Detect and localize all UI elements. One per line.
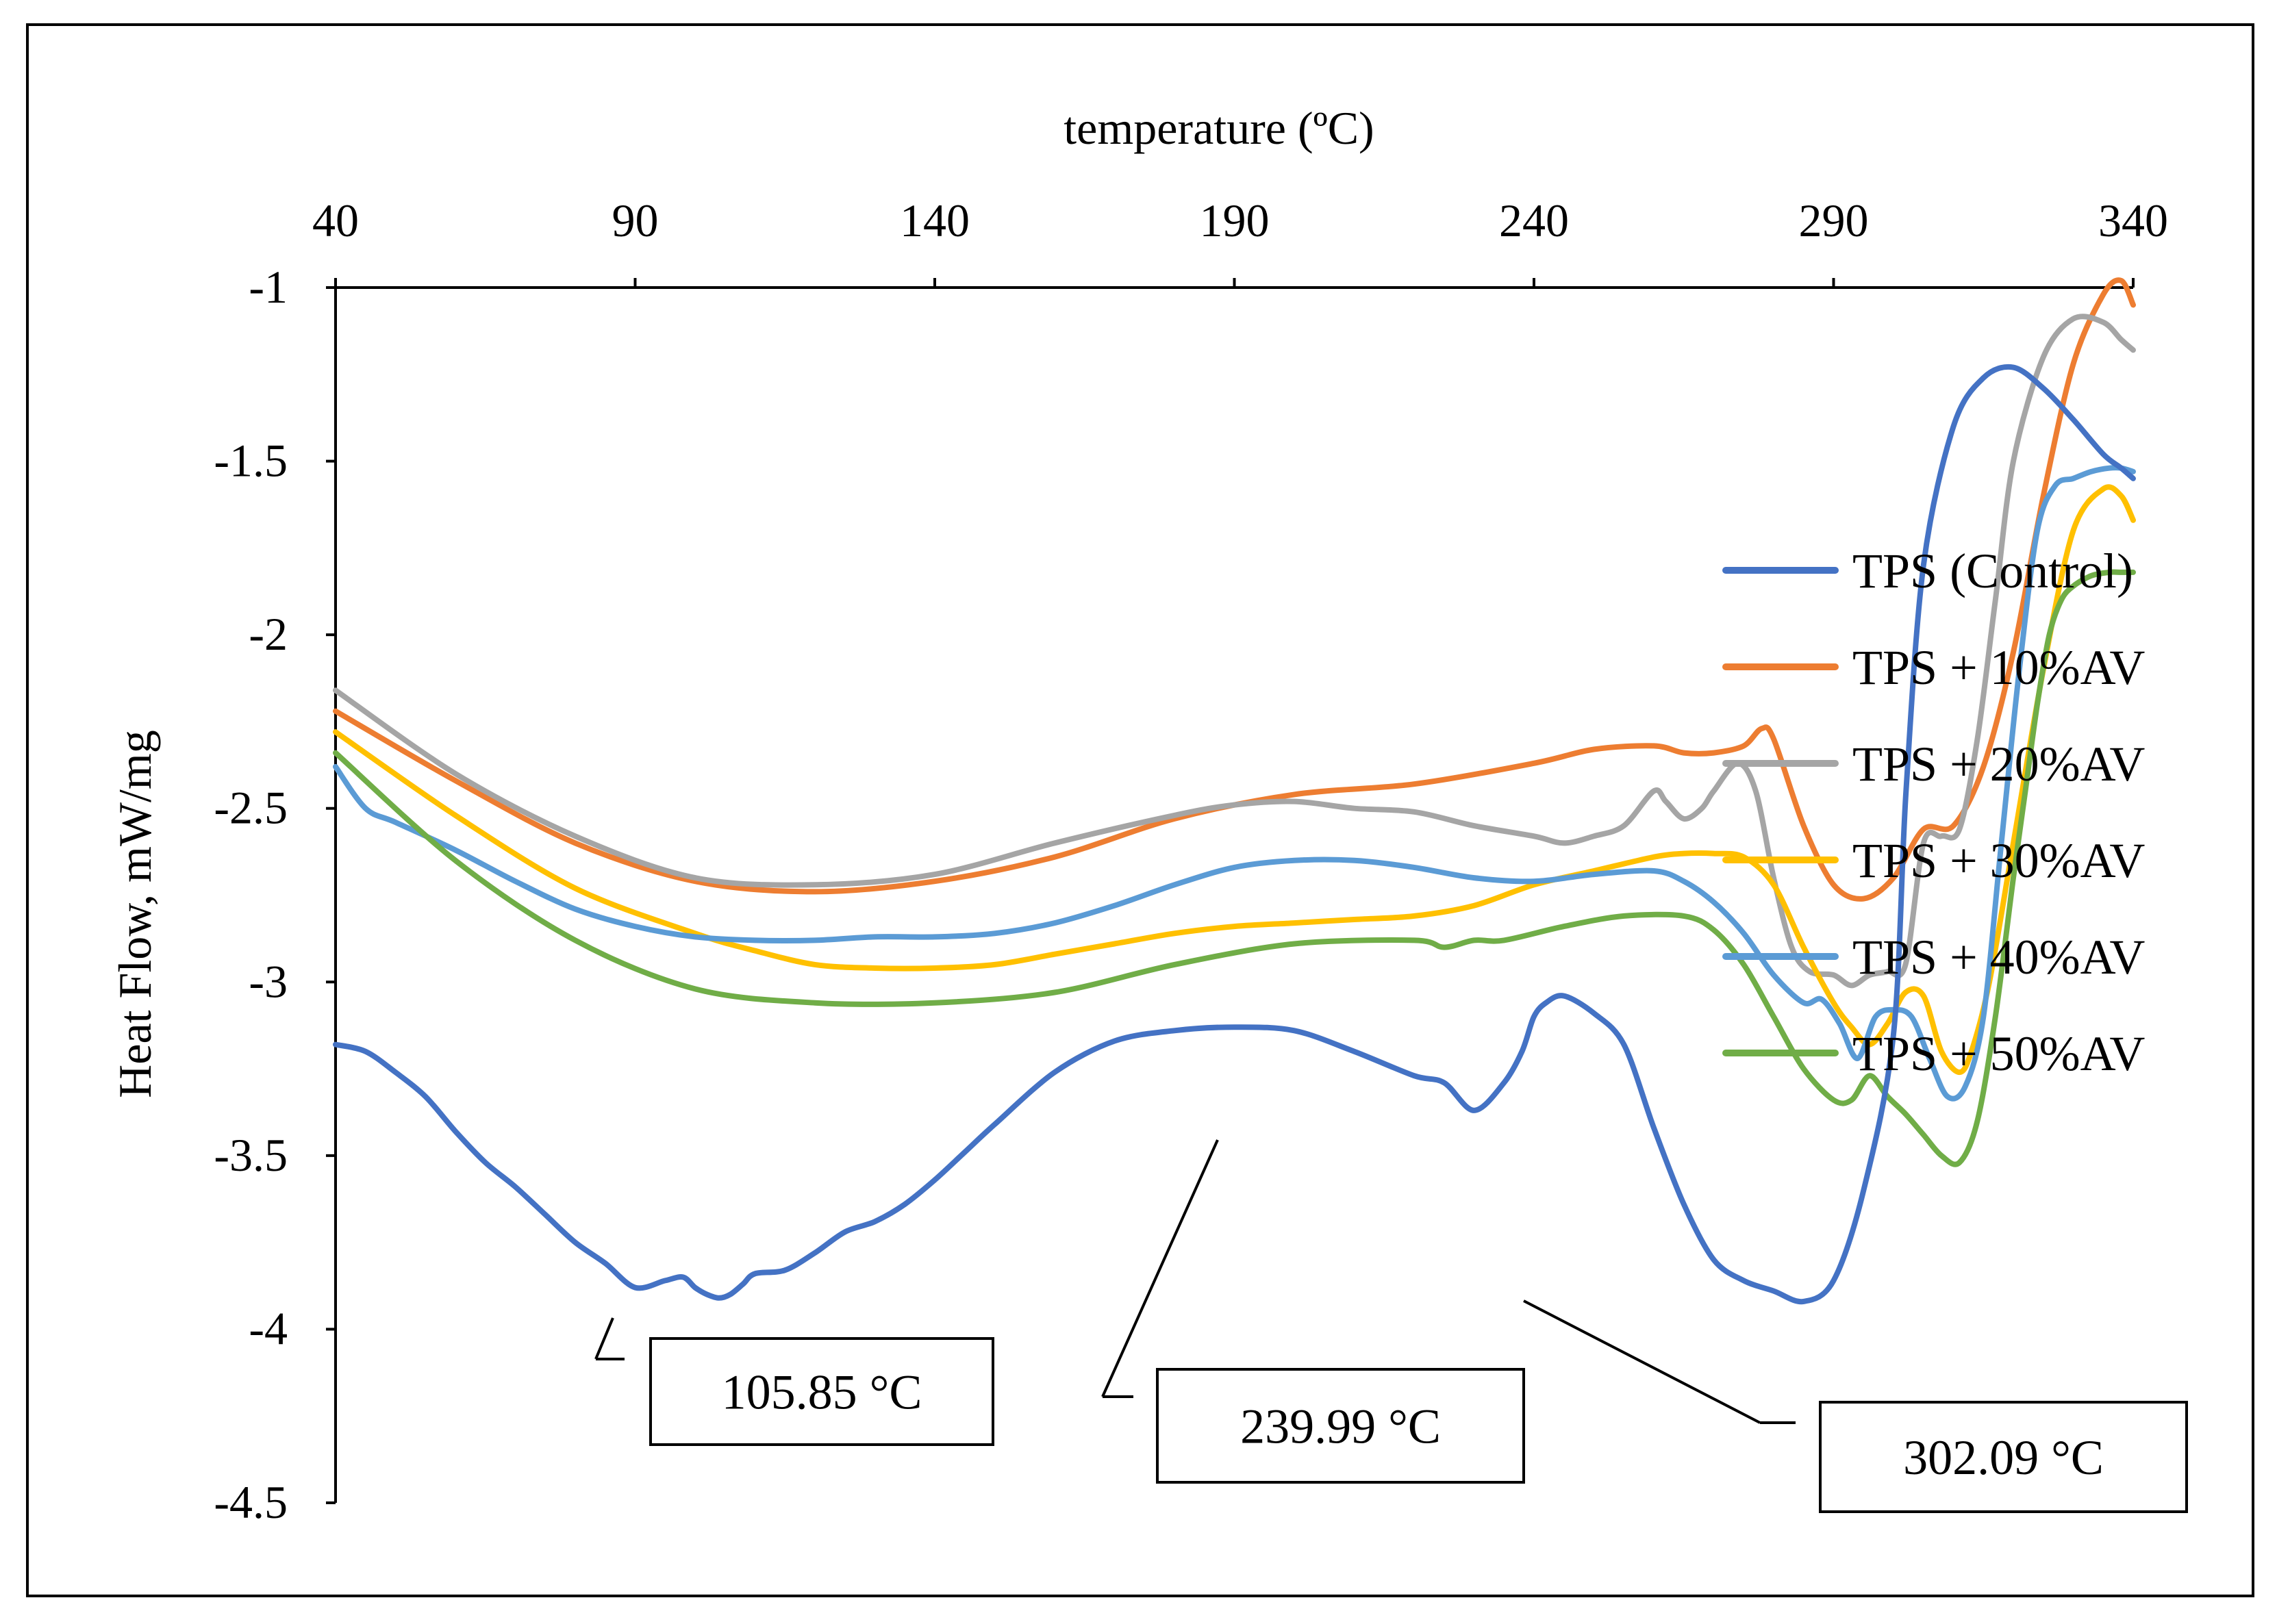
annotation-leader-1 (1101, 1139, 1219, 1397)
annotation-label-2: 302.09 °C (1903, 1430, 2104, 1485)
y-tick-labels: -1 -1.5 -2 -2.5 -3 -3.5 -4 -4.5 (214, 261, 288, 1528)
annotation-leader-2 (1523, 1299, 1761, 1424)
chart-frame (26, 23, 2254, 1597)
y-tick-label: -2 (249, 608, 288, 660)
legend-label-4: TPS + 40%AV (1852, 930, 2145, 985)
x-tick-label: 140 (900, 194, 970, 246)
y-tick-label: -2.5 (214, 782, 288, 834)
x-tick-labels: 40 90 140 190 240 290 340 (312, 194, 2168, 246)
x-tick-label: 290 (1799, 194, 1869, 246)
x-tick-label: 190 (1200, 194, 1270, 246)
annotation-box-2 (1819, 1401, 2188, 1513)
y-tick-label: -3 (249, 955, 288, 1007)
y-tick-label: -1 (249, 261, 288, 313)
y-axis-title: Heat Flow, mW/mg (109, 730, 161, 1098)
series-lines (333, 277, 2136, 1305)
legend: TPS (Control) TPS + 10%AV TPS + 20%AV TPS +… (1722, 544, 2145, 1081)
series-line-1 (333, 277, 2136, 902)
legend-label-2: TPS + 20%AV (1852, 737, 2145, 791)
y-tick-label: -4 (249, 1302, 288, 1354)
x-tick-label: 40 (312, 194, 359, 246)
legend-label-1: TPS + 10%AV (1852, 640, 2145, 695)
annotation-label-0: 105.85 °C (722, 1365, 922, 1420)
legend-label-3: TPS + 30%AV (1852, 833, 2145, 888)
series-line-4 (333, 465, 2136, 1102)
legend-label-5: TPS + 50%AV (1852, 1026, 2145, 1081)
y-tick-label: -3.5 (214, 1129, 288, 1181)
x-tick-label: 240 (1499, 194, 1569, 246)
legend-label-0: TPS (Control) (1852, 544, 2133, 598)
y-tick-label: -1.5 (214, 435, 288, 487)
series-line-0 (333, 364, 2136, 1305)
series-line-5 (333, 569, 2136, 1167)
annotation-label-1: 239.99 °C (1240, 1399, 1441, 1454)
y-tick-label: -4.5 (214, 1476, 288, 1528)
annotation-box-0 (649, 1337, 994, 1446)
annotation-box-1 (1156, 1368, 1525, 1484)
series-line-2 (333, 314, 2136, 989)
annotation-leader-0 (594, 1317, 614, 1360)
x-tick-label: 340 (2098, 194, 2168, 246)
annotations: 105.85 °C 239.99 °C 302.09 °C (594, 1139, 2188, 1513)
x-tick-label: 90 (612, 194, 659, 246)
series-line-3 (333, 484, 2136, 1076)
axes (326, 278, 2135, 1504)
x-axis-title: temperature (ºC) (1064, 102, 1374, 154)
